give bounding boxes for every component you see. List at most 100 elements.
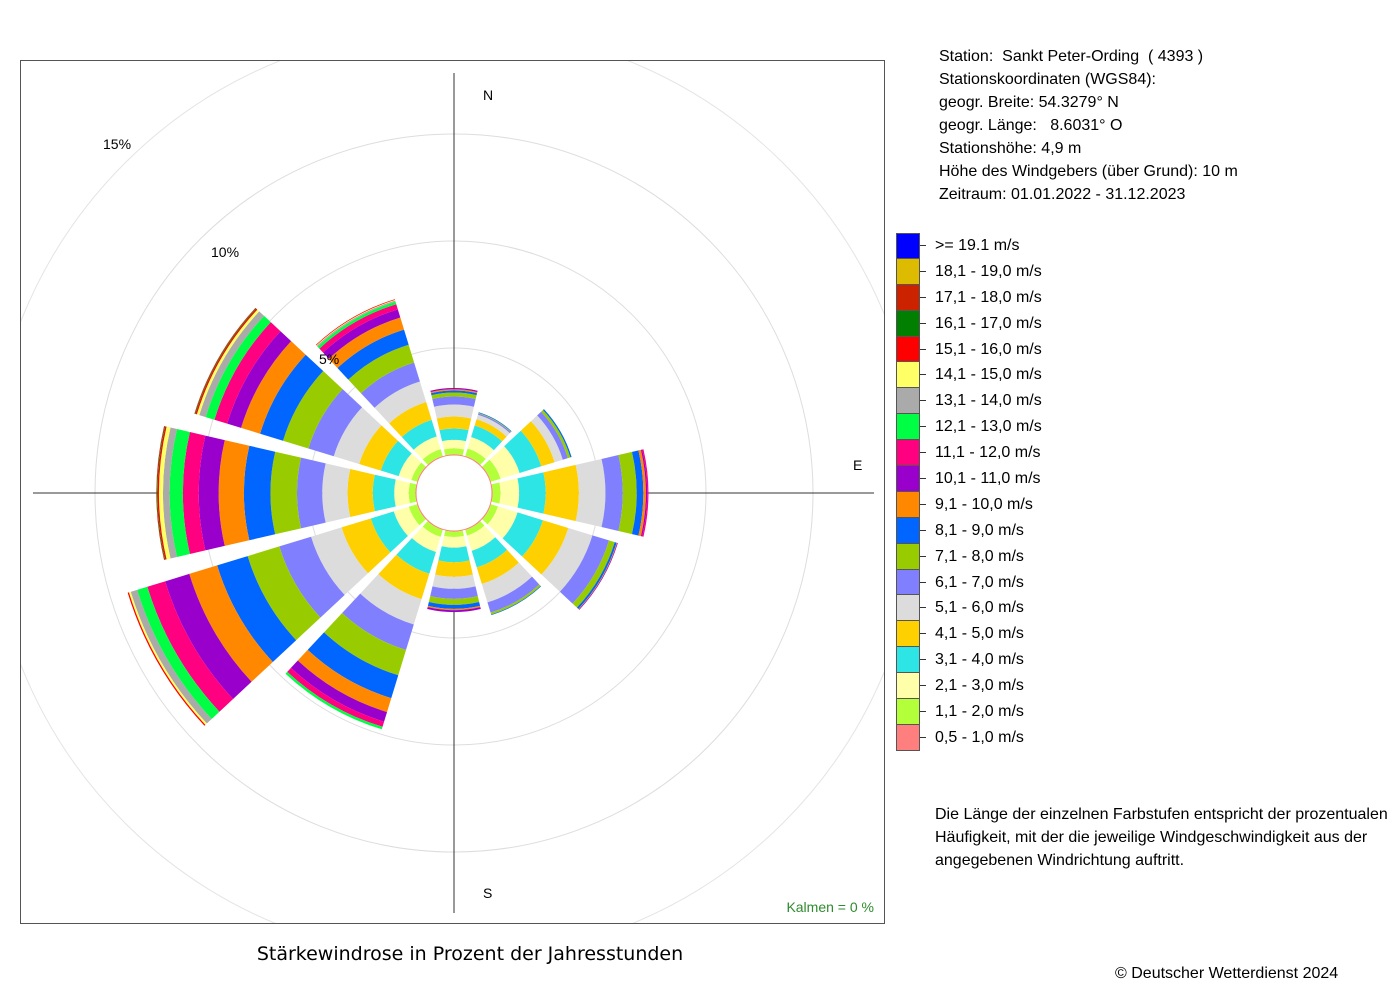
- legend-item: 14,1 - 15,0 m/s: [896, 362, 1116, 389]
- sector-270-band-15: [158, 426, 171, 560]
- sector-60-band-8: [541, 410, 571, 459]
- sector-210-band-11: [290, 660, 388, 722]
- sector-300-band-12: [214, 322, 281, 424]
- legend-swatch: [896, 595, 920, 622]
- sector-270-band-14: [163, 427, 177, 559]
- sector-0-band-8: [431, 392, 477, 400]
- legend-swatch: [896, 699, 920, 725]
- sector-120-band-2: [482, 504, 498, 525]
- sector-150-band-5: [476, 549, 519, 584]
- sector-270-band-12: [182, 432, 206, 554]
- sector-330-band-5: [389, 402, 432, 438]
- station-info: Station: Sankt Peter-Ording ( 4393 ) Sta…: [939, 45, 1238, 206]
- sector-300-band-5: [359, 425, 399, 471]
- sector-300: [194, 307, 427, 482]
- sector-180: [427, 530, 481, 613]
- ring-label-10: 10%: [211, 244, 239, 260]
- legend-swatch: [896, 233, 920, 259]
- legend-label: 0,5 - 1,0 m/s: [935, 728, 1024, 746]
- sector-30-band-2: [465, 448, 486, 465]
- sector-120-band-8: [572, 540, 615, 608]
- sector-240-band-8: [247, 546, 321, 641]
- legend-label: 6,1 - 7,0 m/s: [935, 573, 1024, 591]
- sector-300-band-4: [380, 440, 412, 477]
- legend-tick: [920, 685, 926, 687]
- sector-300-band-11: [227, 331, 292, 428]
- sector-30-band-7: [477, 413, 511, 434]
- sector-150-band-6: [481, 562, 533, 603]
- legend-tick: [920, 245, 926, 246]
- legend-item: 8,1 - 9,0 m/s: [896, 517, 1116, 544]
- legend-swatch: [896, 491, 920, 518]
- sector-90-band-4: [517, 472, 546, 514]
- sector-300-band-14: [199, 311, 265, 418]
- legend-swatch: [896, 517, 920, 544]
- sector-90-band-3: [499, 478, 520, 508]
- sector-330-band-8: [348, 344, 415, 394]
- sector-180-band-11: [427, 607, 481, 613]
- sector-30-band-4: [471, 425, 503, 451]
- sector-30: [465, 412, 512, 466]
- legend-item: 0,5 - 1,0 m/s: [896, 724, 1116, 751]
- sector-0-band-2: [443, 448, 465, 456]
- legend-swatch: [896, 466, 920, 492]
- legend-swatch: [896, 284, 920, 311]
- legend-item: 10,1 - 11,0 m/s: [896, 466, 1116, 492]
- legend-tick: [920, 400, 926, 402]
- sector-150-band-4: [471, 537, 508, 568]
- sector-270: [156, 426, 417, 560]
- legend-item: 12,1 - 13,0 m/s: [896, 414, 1116, 441]
- legend-item: 17,1 - 18,0 m/s: [896, 284, 1116, 311]
- sector-0-band-7: [432, 396, 476, 407]
- legend-tick: [920, 478, 926, 480]
- legend-tick: [920, 348, 926, 350]
- sector-0-band-4: [439, 428, 469, 442]
- sector-0-band-10: [430, 389, 478, 394]
- sector-30-band-3: [467, 437, 494, 459]
- sector-330-band-12: [319, 304, 398, 353]
- sector-240-band-6: [311, 527, 368, 595]
- sector-60: [481, 409, 572, 482]
- legend-label: >= 19.1 m/s: [935, 237, 1020, 254]
- sector-90-band-11: [640, 449, 648, 537]
- sector-270-band-13: [169, 429, 190, 557]
- sector-270-band-4: [372, 474, 396, 512]
- legend-label: 5,1 - 6,0 m/s: [935, 599, 1024, 617]
- sector-240-band-3: [393, 506, 420, 536]
- wind-rose-chart: 5% 10% 15% N E S: [21, 61, 884, 923]
- plot-frame: 5% 10% 15% N E S Kalmen = 0 %: [20, 60, 885, 924]
- sector-180-band-3: [441, 535, 467, 548]
- sector-240-band-12: [147, 581, 234, 712]
- sector-270-band-7: [297, 457, 326, 529]
- direction-label-e: E: [853, 457, 862, 473]
- legend-swatch: [896, 673, 920, 700]
- sector-330-band-10: [328, 317, 405, 369]
- sector-120-band-3: [487, 506, 518, 539]
- sector-0-band-11: [430, 388, 478, 392]
- sector-270-band-18: [156, 426, 165, 560]
- legend-tick: [920, 736, 926, 738]
- sector-210-band-10: [297, 649, 392, 713]
- legend-tick: [920, 659, 926, 661]
- legend-tick: [920, 296, 926, 298]
- explanation-text: Die Länge der einzelnen Farbstufen entsp…: [935, 806, 1388, 869]
- sector-90-band-9: [631, 450, 644, 536]
- sector-270-band-11: [198, 435, 225, 551]
- legend-item: 1,1 - 2,0 m/s: [896, 699, 1116, 725]
- sector-60-band-5: [520, 421, 555, 467]
- sector-210: [285, 520, 443, 730]
- sector-300-band-10: [241, 341, 306, 434]
- sector-210-band-9: [307, 632, 399, 699]
- legend-label: 17,1 - 18,0 m/s: [935, 288, 1042, 306]
- legend-item: 18,1 - 19,0 m/s: [896, 258, 1116, 285]
- legend-tick: [920, 711, 926, 713]
- sector-90-band-5: [543, 464, 579, 522]
- legend-swatch: [896, 543, 920, 570]
- sector-210-band-2: [422, 521, 443, 537]
- station-name: Station: Sankt Peter-Ording ( 4393 ): [939, 48, 1204, 65]
- legend-label: 9,1 - 10,0 m/s: [935, 495, 1033, 513]
- chart-title: Stärkewindrose in Prozent der Jahresstun…: [256, 943, 684, 965]
- sector-330-band-11: [323, 309, 401, 359]
- sector-30-band-6: [476, 414, 510, 437]
- legend-item: 11,1 - 12,0 m/s: [896, 440, 1116, 467]
